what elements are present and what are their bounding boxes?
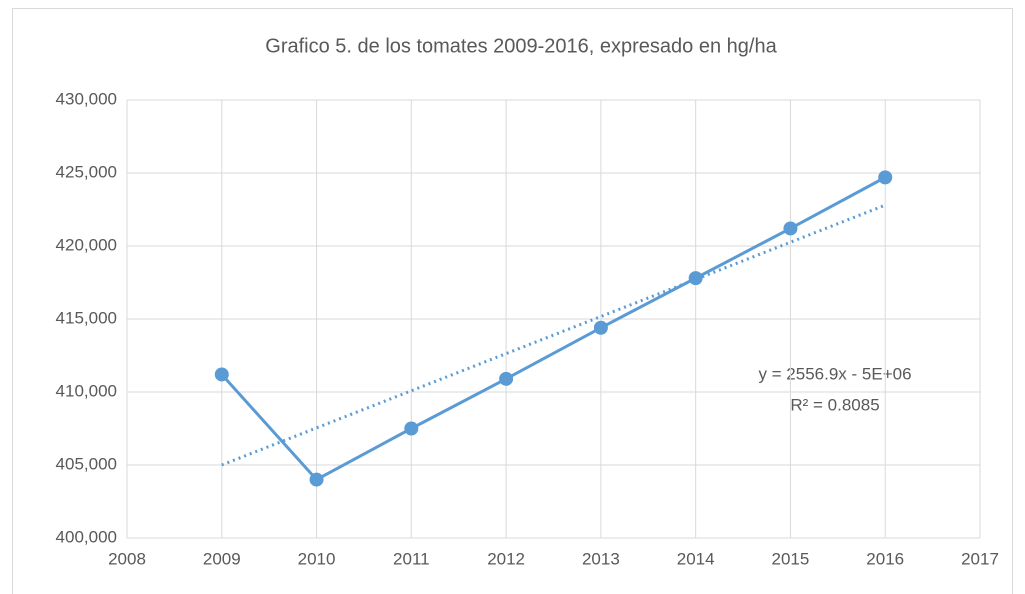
x-tick-label: 2010 (298, 549, 336, 568)
x-tick-label: 2016 (866, 549, 904, 568)
data-point (783, 221, 798, 236)
x-tick-label: 2015 (772, 549, 810, 568)
data-point (499, 371, 514, 386)
data-point (878, 170, 893, 185)
x-tick-label: 2008 (108, 549, 146, 568)
x-tick-label: 2013 (582, 549, 620, 568)
trend-r-squared: R² = 0.8085 (790, 395, 879, 414)
data-point (688, 271, 703, 286)
chart-frame (12, 8, 1013, 594)
x-tick-label: 2017 (961, 549, 999, 568)
x-tick-label: 2011 (393, 549, 430, 568)
y-tick-label: 405,000 (56, 454, 117, 473)
y-tick-label: 415,000 (56, 308, 117, 327)
y-tick-label: 425,000 (56, 162, 117, 181)
y-tick-label: 410,000 (56, 381, 117, 400)
x-tick-label: 2014 (677, 549, 715, 568)
y-tick-label: 420,000 (56, 235, 117, 254)
y-tick-label: 430,000 (56, 89, 117, 108)
data-point (593, 320, 608, 335)
x-tick-label: 2009 (203, 549, 241, 568)
y-tick-label: 400,000 (56, 527, 117, 546)
data-point (404, 421, 419, 436)
chart-title: Grafico 5. de los tomates 2009-2016, exp… (265, 35, 777, 57)
data-point (309, 472, 324, 487)
x-tick-label: 2012 (487, 549, 525, 568)
trend-equation: y = 2556.9x - 5E+06 (758, 364, 911, 383)
series-line (220, 176, 886, 482)
data-point (214, 367, 229, 382)
